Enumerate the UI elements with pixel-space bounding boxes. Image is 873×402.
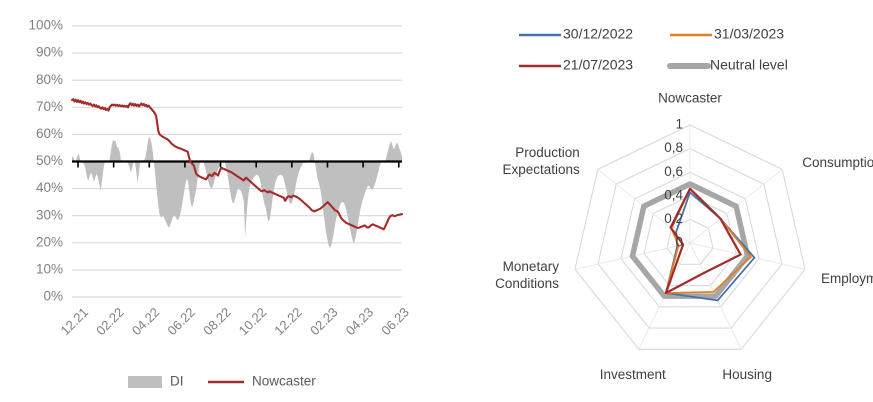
radar-legend-label: 31/03/2023 (714, 26, 784, 42)
y-axis-tick-label: 90% (36, 45, 63, 60)
radar-axis-label-production-expectations: Production (515, 145, 580, 160)
x-axis-tick-label: 04.23 (343, 305, 377, 339)
radar-gridlines (574, 124, 806, 350)
y-axis-tick-label: 60% (36, 126, 63, 141)
component-radar-chart: 0 0,2 0,4 0,6 0,8 1 Nowcaster Consumption Employ… (440, 0, 873, 402)
x-axis-labels: 12.21 02.22 04.22 06.22 08.22 10.22 12.22 02.23… (58, 305, 412, 339)
radar-radial-labels: 0 0,2 0,4 0,6 0,8 1 (664, 117, 683, 250)
radar-ring (574, 124, 806, 350)
nowcaster-line-series (70, 98, 404, 231)
radial-tick-label: 0,2 (664, 211, 683, 226)
x-axis-tick-label: 12.22 (271, 305, 305, 339)
radar-plot: 0 0,2 0,4 0,6 0,8 1 Nowcaster Consumption Employ… (495, 26, 873, 382)
timeseries-plot: 100%90%80%70%60%50%40%30%20%10%0%12.21 02… (28, 18, 412, 389)
legend-label-nowcaster: Nowcaster (252, 374, 316, 389)
radial-tick-label: 0,8 (664, 140, 683, 155)
reference-line-50 (72, 160, 402, 168)
radar-legend-label: 30/12/2022 (563, 26, 633, 42)
y-axis-tick-label: 80% (36, 72, 63, 87)
di-area-series (72, 137, 402, 249)
y-axis-tick-label: 50% (36, 153, 63, 168)
x-axis-tick-label: 08.22 (200, 305, 234, 339)
radar-legend-label: Neutral level (710, 57, 788, 73)
radar-axis-label-production-expectations: Expectations (502, 162, 580, 177)
x-axis-tick-label: 10.22 (236, 305, 270, 339)
radar-series-21-07-2023 (664, 187, 742, 295)
radar-ring (666, 218, 714, 265)
radar-legend-label: 21/07/2023 (563, 57, 633, 73)
radar-axis-label-investment: Investment (600, 367, 666, 382)
y-axis-tick-label: 10% (36, 261, 63, 276)
radar-spokes (574, 125, 806, 350)
radar-series-group (629, 181, 756, 302)
y-axis-tick-label: 100% (28, 18, 63, 33)
legend-label-di: DI (170, 374, 184, 389)
radar-axis-label-monetary-conditions: Monetary (503, 259, 560, 274)
y-axis-tick-label: 20% (36, 234, 63, 249)
y-axis-tick-label: 40% (36, 180, 63, 195)
radar-axis-label-nowcaster: Nowcaster (658, 91, 722, 106)
x-axis-tick-label: 02.22 (93, 305, 127, 339)
radar-ring (620, 171, 760, 308)
radial-tick-label: 1 (675, 117, 683, 132)
di-nowcaster-chart: 100% 90% 80% 70% 60% 50% 40% 30% 20% 10% 0% 12.21 02… (28, 18, 412, 389)
y-axis-tick-label: 30% (36, 207, 63, 222)
radar-legend: 30/12/2022 31/03/2023 21/07/2023 Neutral le… (519, 26, 788, 73)
x-axis-tick-label: 06.22 (164, 305, 198, 339)
x-axis-tick-label: 02.23 (307, 305, 341, 339)
radar-axis-label-consumption: Consumption (802, 155, 873, 170)
legend-swatch-di (128, 376, 162, 388)
timeseries-legend: DI Nowcaster (128, 374, 316, 389)
radar-category-labels: Nowcaster Consumption Employment Housing Inv… (495, 91, 873, 382)
x-axis-tick-label: 12.21 (58, 305, 92, 339)
radar-axis-label-monetary-conditions: Conditions (495, 276, 559, 291)
y-axis-tick-label: 70% (36, 99, 63, 114)
radar-axis-label-housing: Housing (722, 367, 772, 382)
radial-tick-label: 0,4 (664, 187, 683, 202)
radar-ring (597, 148, 783, 329)
radial-tick-label: 0,6 (664, 164, 683, 179)
radial-tick-label: 0 (675, 235, 683, 250)
x-axis-tick-label: 04.22 (129, 305, 163, 339)
x-axis-tick-label: 06.23 (378, 305, 412, 339)
y-axis-tick-label: 0% (43, 289, 63, 304)
radar-axis-label-employment: Employment (821, 271, 873, 286)
radar-ring (643, 195, 737, 287)
